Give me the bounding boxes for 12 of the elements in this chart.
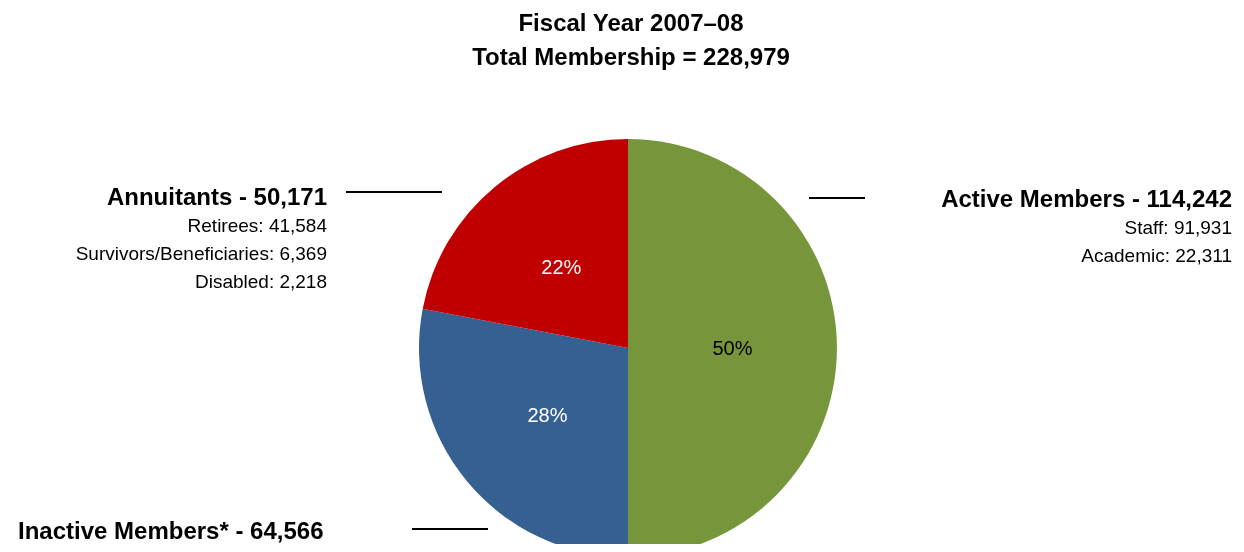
text: Staff: 91,931 (1123, 216, 1232, 240)
text: Academic: 22,311 (1080, 244, 1232, 268)
slice-label: Inactive Members* - 64,566 (18, 516, 324, 546)
chart-title: Fiscal Year 2007–08 Total Membership = 228,979 (471, 8, 791, 72)
text: Disabled: 2,218 (193, 270, 327, 294)
data-label: 28% (527, 403, 568, 426)
text: Retirees: 41,584 (186, 214, 327, 238)
slice-label: Active Members - 114,242 (941, 184, 1232, 214)
data-label: 22% (541, 256, 582, 279)
slice-label: Annuitants - 50,171 (105, 182, 327, 212)
text: Survivors/Beneficiaries: 6,369 (75, 242, 327, 266)
data-label: 50% (712, 337, 753, 359)
